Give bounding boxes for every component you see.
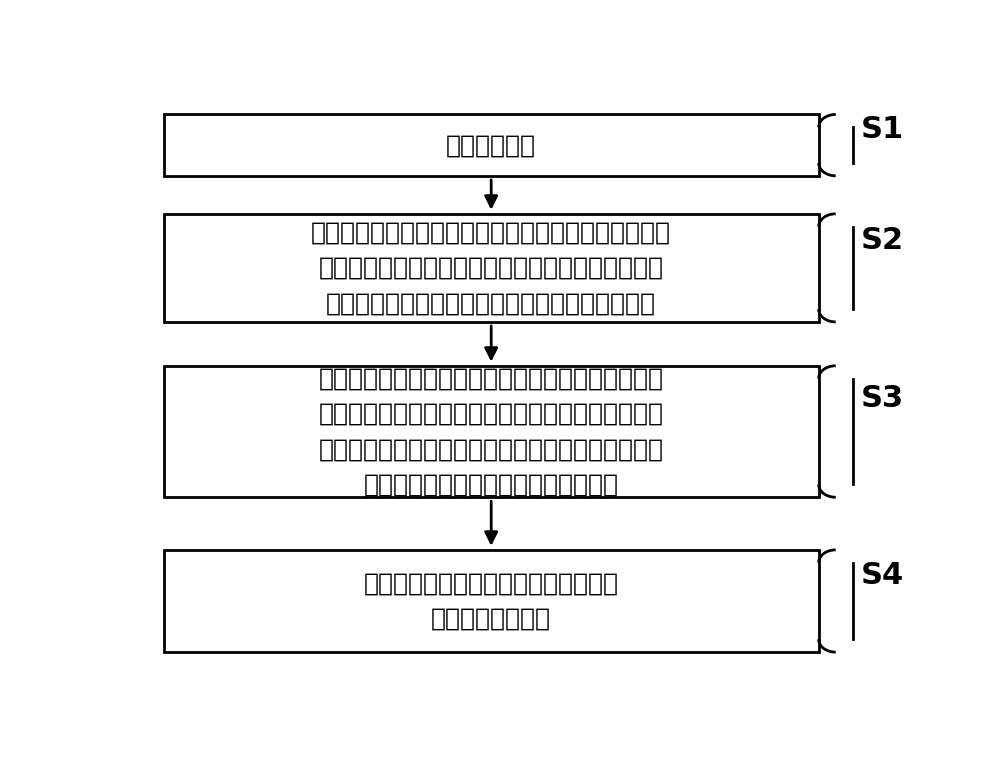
Bar xyxy=(164,366,819,497)
Text: S2: S2 xyxy=(860,226,904,255)
Bar xyxy=(164,550,819,652)
Text: S4: S4 xyxy=(860,561,904,590)
Text: S3: S3 xyxy=(860,384,904,413)
Bar xyxy=(164,214,819,322)
Text: 对用户侧分布式储能系统的应用模式进行分析，确定储
能系统运行日各时段优化的储能运行策略和运行方式
确定储能系统各时段储能充放电模式与充放电电量: 对用户侧分布式储能系统的应用模式进行分析，确定储 能系统运行日各时段优化的储能运… xyxy=(311,220,671,315)
Bar xyxy=(164,115,819,176)
Text: 根据的储能系统各时段储能充放电模式与充放电电量
，计算各运行日的运行成本；根据储能项目全寿命周
期内的初始资金成本、运维成本，折算系统净现值和
度电成本，确定成: 根据的储能系统各时段储能充放电模式与充放电电量 ，计算各运行日的运行成本；根据储… xyxy=(319,367,664,496)
Text: S1: S1 xyxy=(860,115,904,144)
Text: 获取初始参数: 获取初始参数 xyxy=(446,133,536,157)
Text: 输出优化的储能系统运行策略和优化的
成本收益计算结果: 输出优化的储能系统运行策略和优化的 成本收益计算结果 xyxy=(364,572,619,631)
